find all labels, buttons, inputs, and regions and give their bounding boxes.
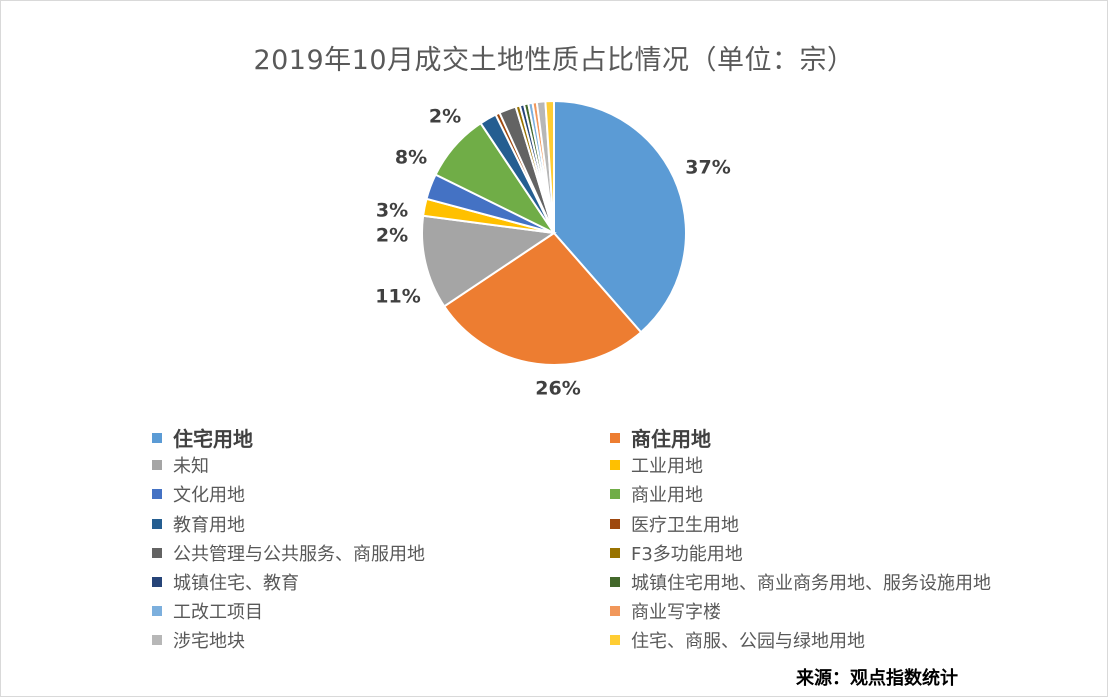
data-label: 2% <box>429 106 461 128</box>
pie-slice <box>544 99 555 234</box>
data-label: 3% <box>376 200 408 222</box>
source-note: 来源：观点指数统计 <box>796 668 958 689</box>
data-label: 26% <box>535 378 580 400</box>
data-label: 11% <box>375 286 420 308</box>
data-label: 37% <box>685 157 730 179</box>
pie-slice <box>421 214 557 308</box>
data-label: 2% <box>376 225 408 247</box>
pie-slice <box>442 231 643 366</box>
chart-title: 2019年10月成交土地性质占比情况（单位：宗） <box>253 45 855 76</box>
pie-slice <box>553 99 687 334</box>
data-label: 8% <box>395 147 427 169</box>
